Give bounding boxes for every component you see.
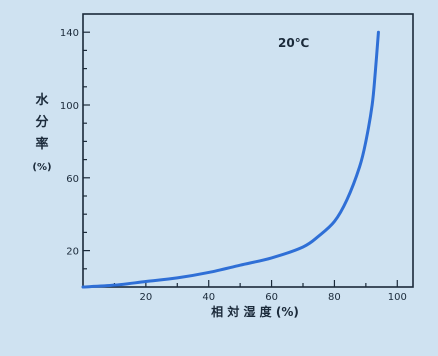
y-axis-label-char: 水 xyxy=(35,92,49,108)
x-tick-label: 20 xyxy=(139,292,152,303)
y-axis-label-char: (%) xyxy=(32,162,51,173)
x-axis-label: 相 対 湿 度 (%) xyxy=(211,304,299,319)
y-tick-label: 20 xyxy=(66,247,79,258)
y-tick-label: 60 xyxy=(66,174,79,185)
y-tick-label: 100 xyxy=(60,101,79,112)
x-tick-label: 60 xyxy=(265,292,278,303)
y-tick-label: 140 xyxy=(60,28,79,39)
plot-area: 20 60 100 140 20 40 60 80 100 xyxy=(60,13,414,303)
y-axis-label: 水分率 (%) xyxy=(32,92,51,173)
x-tick-label: 40 xyxy=(202,292,215,303)
temperature-annotation: 20℃ xyxy=(278,36,309,50)
y-axis-label-char: 率 xyxy=(35,136,48,152)
series-line xyxy=(81,30,380,289)
x-tick-label: 80 xyxy=(328,292,341,303)
y-axis-label-char: 分 xyxy=(35,114,48,130)
plot-frame xyxy=(82,13,414,288)
x-tick-label: 100 xyxy=(388,292,407,303)
